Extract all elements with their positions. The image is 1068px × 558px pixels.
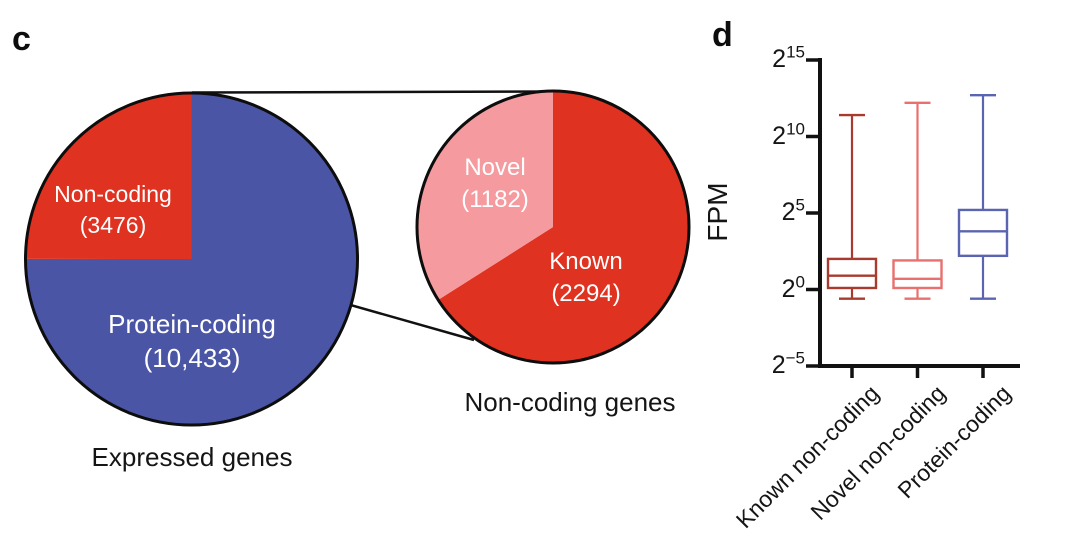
y-tick-label: 210 — [772, 119, 805, 150]
pie-outline — [24, 91, 359, 427]
pie-slice-label-text: Known — [549, 248, 623, 275]
pie-slice-known — [438, 91, 690, 364]
y-tick-label: 25 — [781, 195, 805, 226]
pie-slice-label-known: Known (2294) — [506, 246, 666, 310]
box-iqr-known-non-coding — [826, 257, 878, 290]
pie-slice-non-coding — [25, 93, 192, 259]
pie-slice-count: (3476) — [79, 212, 147, 238]
pie-slice-count: (2294) — [551, 280, 621, 307]
y-tick-label: 2−5 — [771, 348, 805, 379]
pie-slice-label-novel: Novel (1182) — [415, 152, 575, 216]
pie-title-non-coding-genes: Non-coding genes — [464, 387, 676, 417]
pie-slice-count: (10,433) — [143, 343, 241, 373]
y-tick-label: 215 — [772, 42, 805, 73]
pie-title-expressed-genes: Expressed genes — [91, 442, 293, 472]
pie-slice-label-protein-coding: Protein-coding (10,433) — [92, 307, 292, 375]
box-iqr-novel-non-coding — [892, 259, 943, 290]
y-tick-label: 20 — [781, 272, 805, 303]
pie-slice-novel — [417, 91, 553, 300]
panel-c-label: c — [12, 20, 31, 58]
pie-slice-protein-coding — [25, 93, 358, 425]
pie-slice-count: (1182) — [461, 186, 529, 213]
zoom-connector-line-top — [191, 90, 552, 94]
pie-slice-label-non-coding: Non-coding (3476) — [33, 179, 193, 241]
pie-slice-label-text: Protein-coding — [108, 309, 276, 339]
box-iqr-protein-coding — [957, 208, 1009, 258]
pie-slice-label-text: Non-coding — [54, 181, 172, 207]
panel-d-label: d — [712, 16, 733, 54]
pie-slice-label-text: Novel — [464, 154, 526, 181]
pie-outline — [415, 89, 691, 365]
y-axis-label-fpm: FPM — [702, 182, 733, 242]
